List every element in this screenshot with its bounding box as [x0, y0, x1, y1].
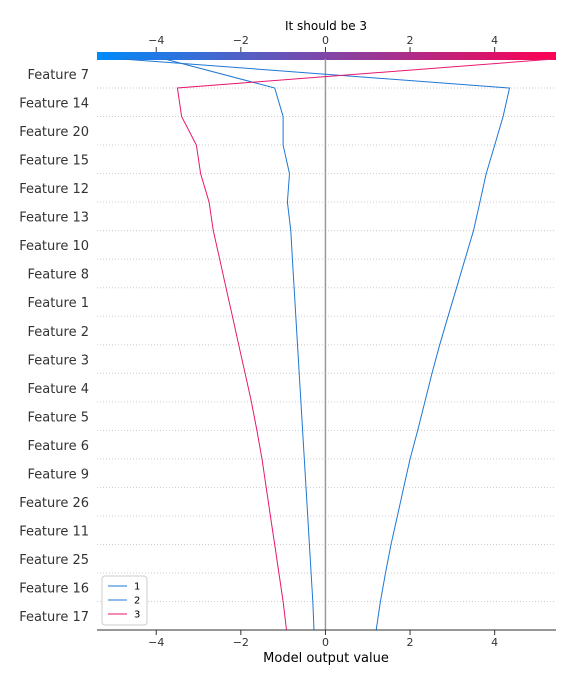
feature-label: Feature 12 [19, 182, 89, 197]
bottom-tick-label: 2 [407, 636, 414, 649]
feature-label: Feature 17 [19, 610, 89, 625]
feature-label: Feature 26 [19, 496, 89, 511]
top-tick-label: −2 [233, 34, 249, 47]
feature-label: Feature 5 [27, 410, 89, 425]
series-lines [122, 58, 554, 631]
feature-label: Feature 15 [19, 154, 89, 169]
feature-labels: Feature 7 Feature 14 Feature 20 Feature 15 F… [19, 68, 89, 625]
feature-label: Feature 2 [27, 325, 89, 340]
series-line-2 [122, 58, 511, 631]
bottom-axis: −4 −2 0 2 4 [148, 630, 498, 649]
feature-label: Feature 4 [27, 382, 89, 397]
feature-label: Feature 6 [27, 439, 89, 454]
feature-label: Feature 10 [19, 239, 89, 254]
top-tick-label: 2 [407, 34, 414, 47]
bottom-tick-label: 0 [322, 636, 329, 649]
series-line-1 [164, 58, 315, 631]
chart-title: It should be 3 [285, 19, 367, 33]
top-tick-label: −4 [148, 34, 164, 47]
colorbar [97, 52, 556, 60]
legend-label-2: 2 [134, 596, 140, 607]
bottom-tick-label: 4 [491, 636, 498, 649]
top-axis: −4 −2 0 2 4 [148, 34, 498, 52]
feature-label: Feature 11 [19, 524, 89, 539]
top-tick-label: 4 [491, 34, 498, 47]
feature-label: Feature 7 [27, 68, 89, 83]
feature-label: Feature 20 [19, 125, 89, 140]
feature-label: Feature 14 [19, 97, 89, 112]
feature-label: Feature 8 [27, 268, 89, 283]
x-axis-label: Model output value [263, 651, 389, 666]
feature-label: Feature 25 [19, 553, 89, 568]
feature-label: Feature 16 [19, 582, 89, 597]
bottom-tick-label: −4 [148, 636, 164, 649]
feature-label: Feature 3 [27, 353, 89, 368]
top-tick-label: 0 [322, 34, 329, 47]
legend-label-3: 3 [134, 610, 140, 621]
series-line-3 [176, 58, 554, 631]
feature-label: Feature 9 [27, 467, 89, 482]
bottom-tick-label: −2 [233, 636, 249, 649]
legend-label-1: 1 [134, 582, 140, 593]
legend: 1 2 3 [101, 575, 148, 626]
feature-label: Feature 13 [19, 211, 89, 226]
feature-label: Feature 1 [27, 296, 89, 311]
